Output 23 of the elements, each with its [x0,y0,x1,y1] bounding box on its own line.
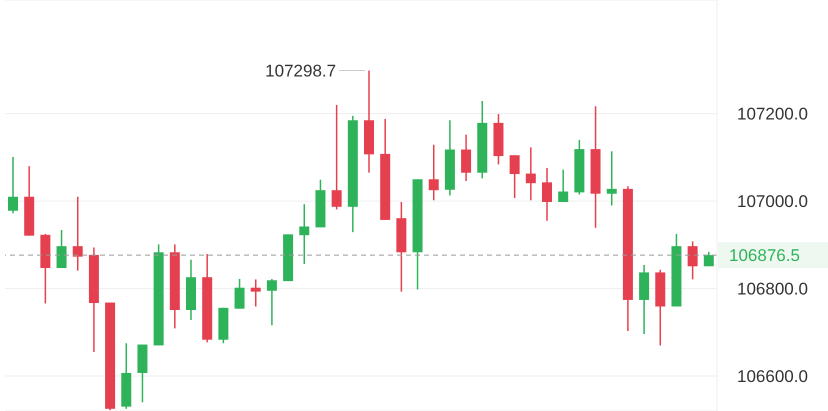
candlestick [606,150,617,206]
y-tick-label: 107200.0 [737,104,808,124]
candlestick [510,154,520,199]
candlestick [56,229,67,269]
candlestick [704,251,714,268]
candlestick [688,240,698,280]
candlestick [72,196,83,272]
y-tick-label: 106600.0 [737,367,808,386]
y-tick-label: 107000.0 [737,192,808,212]
candlestick [234,278,245,310]
candlestick [250,278,261,308]
ref-line-label: 106876.5 [729,246,800,266]
candlestick [428,144,439,202]
y-tick-label: 106800.0 [737,280,808,299]
candlestick [332,104,342,210]
candlestick [558,168,568,203]
candlestick [526,146,536,202]
candlestick [299,203,310,265]
candlestick [461,134,472,182]
candlestick [8,156,18,214]
annotation: 107298.7 [265,62,336,81]
candlestick [542,167,552,222]
candlestick [266,278,277,326]
